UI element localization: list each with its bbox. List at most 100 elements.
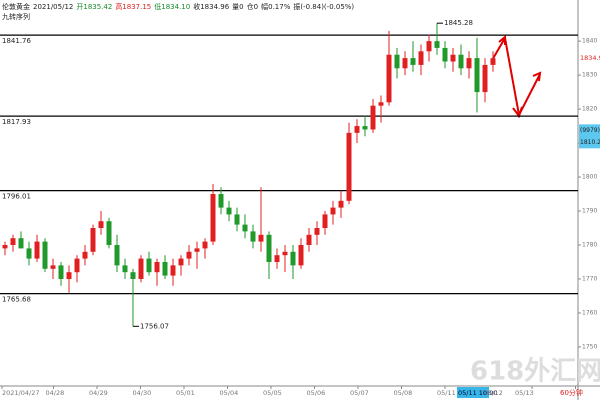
candle-body [178,258,184,266]
header-field: 开1835.42 [76,3,112,11]
candle-body [146,258,152,273]
candle-body [114,245,120,266]
candle-body [74,258,80,273]
arrowhead [532,71,542,82]
x-tick-label: 05/06 [307,389,326,397]
candle-body [282,251,288,256]
candle-body [82,251,88,259]
candle-body [218,194,224,208]
x-tick-label: 05/05 [263,389,282,397]
candle-body [154,261,160,273]
candle-body [66,272,72,279]
candle-body [354,126,360,133]
y-tick-label: 1840 [582,38,597,45]
candle-body [42,241,48,269]
candle-body [290,251,296,266]
header-field: 伦敦黄金 [2,2,30,11]
x-tick-label: 05/04 [220,389,239,397]
x-tick-label: 05/08 [394,389,413,397]
forecast-arrows [490,34,542,119]
candle-body [130,272,136,279]
header-field: 振(-0.84)(-0.05%) [293,2,354,11]
y-tick-label: 1750 [582,343,597,350]
annotation: 1756.07 [140,322,169,330]
candle-body [18,238,24,249]
cursor-tag-bg [579,124,600,149]
candle-body [242,224,248,232]
x-tick-label: 04/28 [46,389,65,397]
candle-body [306,234,312,245]
candle-body [410,58,416,65]
candle-body [234,214,240,225]
candle-body [450,54,456,62]
candle-body [2,245,8,249]
candle-body [122,265,128,273]
y-tick-label: 1800 [582,174,597,181]
candle-body [426,41,432,52]
y-tick-label: 1770 [582,275,597,282]
candle-body [370,105,376,130]
candle-body [58,265,64,279]
cursor-count: (9979) [580,127,600,134]
candle-body [90,228,96,252]
candle-body [490,58,496,65]
arrowhead [498,34,506,45]
watermark: 618外汇网 [470,357,600,387]
x-tick-label: 2021/04/27 [2,389,39,397]
candle-body [330,207,336,215]
candle-body [170,265,176,276]
y-tick-label: 1780 [582,242,597,249]
header-field: 高1837.15 [115,2,151,11]
last-price-tag: 1834.96 [580,54,600,62]
candle-body [266,234,272,262]
candle-body [186,251,192,259]
candle-body [162,261,168,276]
cursor-x-label: 05/11 10:00 [458,389,498,397]
candle-body [322,214,328,229]
x-tick-label: 05/13 [515,389,534,397]
header-field: 2021/05/12 [33,3,73,11]
candle-body [274,255,280,262]
x-tick-label: 05/11 [437,389,456,397]
candle-body [202,241,208,249]
candle-body [98,221,104,229]
cursor-label-bg [457,387,489,398]
header-field: 收1834.96 [193,2,229,11]
candle-body [314,228,320,235]
level-label: 1796.01 [2,193,31,201]
cursor-price: 1810.21 [580,139,600,146]
level-label: 1841.76 [2,37,31,45]
candle-body [194,248,200,252]
candle-body [338,200,344,208]
candle-body [474,58,480,93]
candle-body [362,126,368,130]
candle-body [50,265,56,269]
candle-body [434,41,440,48]
x-tick-label: 04/30 [133,389,152,397]
candle-body [386,54,392,103]
x-tick-label: 04/29 [89,389,108,397]
level-label: 1817.93 [2,118,31,126]
candle-body [250,231,256,242]
candle-body [210,194,216,242]
candle-body [442,47,448,62]
candle-body [26,248,32,259]
header-field: 幅0.17% [261,2,291,11]
annotation: 1845.28 [444,19,473,27]
level-label: 1765.68 [2,296,31,304]
candle-body [106,221,112,245]
period-label: 60分钟 [560,388,583,397]
header-field: 量0 [232,3,243,11]
header-field: 低1834.10 [154,2,190,11]
forecast-line [490,35,541,119]
candle-body [34,241,40,259]
candle-body [10,238,16,245]
x-tick-label: 05/01 [176,389,195,397]
y-tick-label: 1820 [582,106,597,113]
candle-body [346,132,352,201]
candle-body [402,58,408,69]
x-tick-label: 05/12 [484,389,503,397]
candle-body [138,258,144,279]
